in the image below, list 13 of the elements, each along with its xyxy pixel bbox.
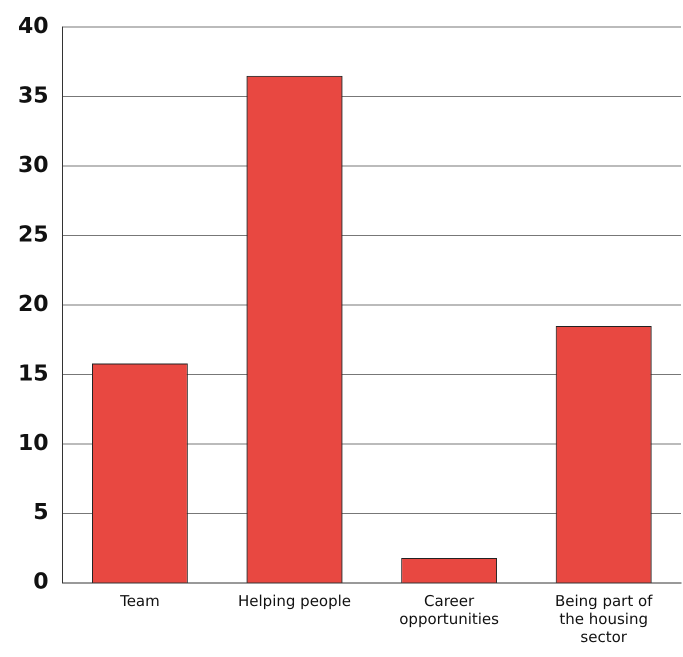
- y-tick-label: 10: [18, 430, 49, 456]
- x-tick-label: Helping people: [238, 592, 352, 610]
- x-tick-label: Being part of the housing sector: [554, 592, 654, 646]
- y-tick-label: 40: [18, 14, 49, 39]
- y-tick-label: 5: [33, 500, 49, 526]
- y-tick-label: 20: [18, 292, 49, 317]
- y-tick-label: 0: [33, 570, 49, 595]
- x-tick-label: Team: [119, 592, 160, 610]
- x-tick-label: Career opportunities: [399, 592, 500, 628]
- y-tick-label: 35: [18, 83, 49, 108]
- y-tick-label: 25: [18, 222, 49, 248]
- y-tick-label: 15: [18, 361, 49, 386]
- y-tick-label: 30: [18, 152, 49, 178]
